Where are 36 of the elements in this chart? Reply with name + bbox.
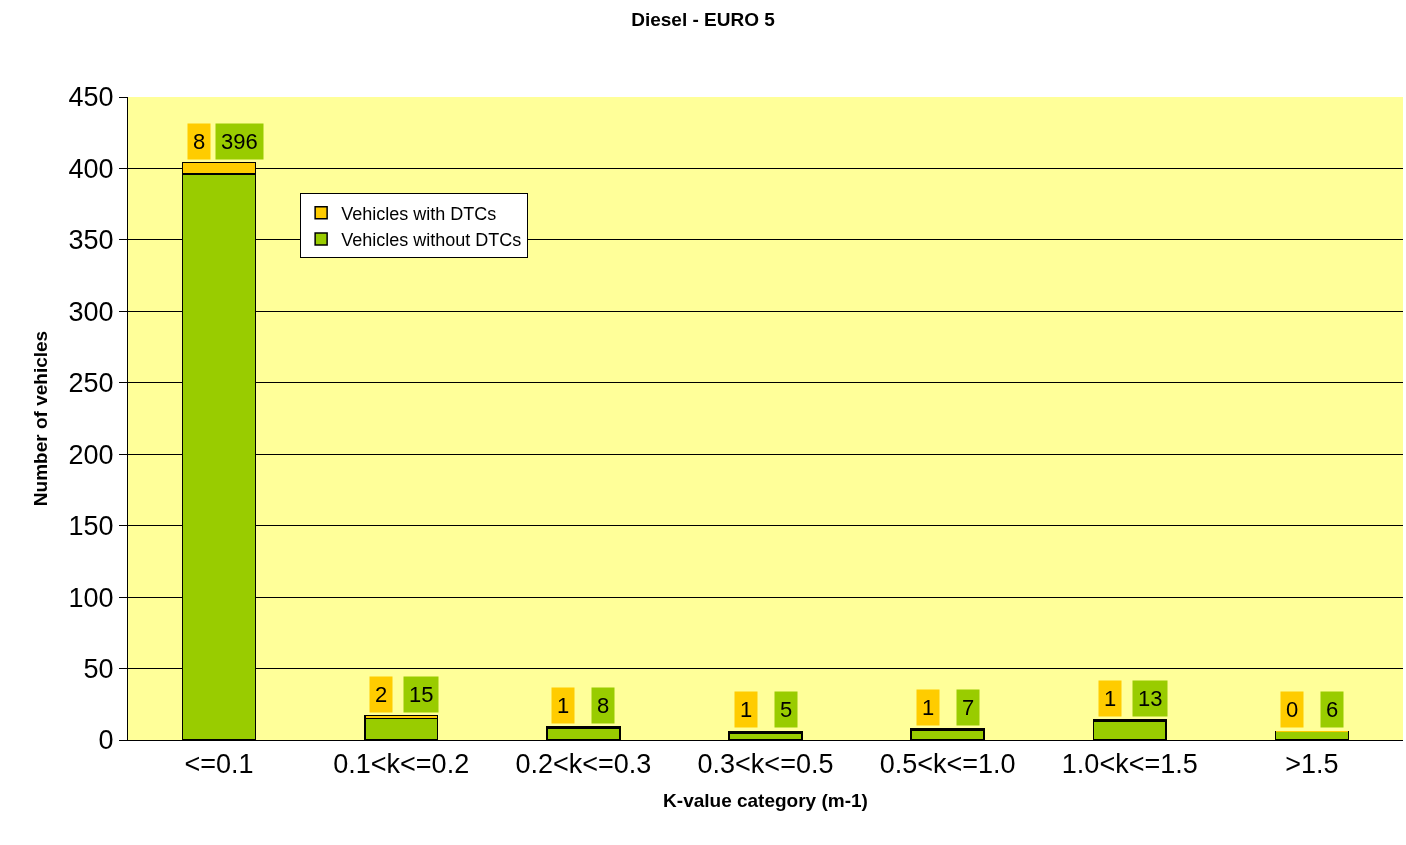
x-tick-label: 0.2<k<=0.3	[515, 749, 652, 780]
x-tick-label: 1.0<k<=1.5	[1061, 749, 1198, 780]
y-tick-label: 0	[98, 725, 114, 756]
data-label: 8	[193, 129, 206, 154]
x-tick-label: <=0.1	[184, 749, 254, 780]
data-label: 1	[740, 697, 753, 722]
legend-label: Vehicles with DTCs	[341, 203, 497, 224]
x-tick-label: 0.5<k<=1.0	[879, 749, 1016, 780]
y-tick-label: 100	[68, 582, 114, 613]
x-tick-label: 0.3<k<=0.5	[697, 749, 834, 780]
y-tick-label: 200	[68, 439, 114, 470]
data-label: 8	[597, 693, 610, 718]
x-tick-label: >1.5	[1285, 749, 1339, 780]
data-label: 1	[1104, 686, 1117, 711]
x-axis-title: K-value category (m-1)	[663, 790, 868, 812]
y-tick-label: 50	[83, 654, 114, 685]
y-tick-label: 150	[68, 511, 114, 542]
x-tick-label: 0.1<k<=0.2	[333, 749, 470, 780]
data-label: 7	[962, 695, 975, 720]
chart-title: Diesel - EURO 5	[631, 8, 776, 30]
data-label: 1	[922, 695, 935, 720]
y-tick-label: 400	[68, 153, 114, 184]
data-label: 0	[1286, 697, 1299, 722]
data-label: 2	[375, 682, 388, 707]
data-label: 1	[557, 693, 570, 718]
data-label: 396	[221, 129, 258, 154]
y-tick-label: 350	[68, 225, 114, 256]
data-label: 15	[409, 682, 434, 707]
data-label: 6	[1326, 697, 1339, 722]
data-label: 13	[1138, 686, 1163, 711]
y-tick-label: 300	[68, 296, 114, 327]
data-label: 5	[780, 697, 793, 722]
y-tick-label: 450	[68, 82, 114, 113]
y-tick-label: 250	[68, 368, 114, 399]
y-axis-title: Number of vehicles	[30, 330, 52, 507]
legend-label: Vehicles without DTCs	[341, 230, 522, 251]
